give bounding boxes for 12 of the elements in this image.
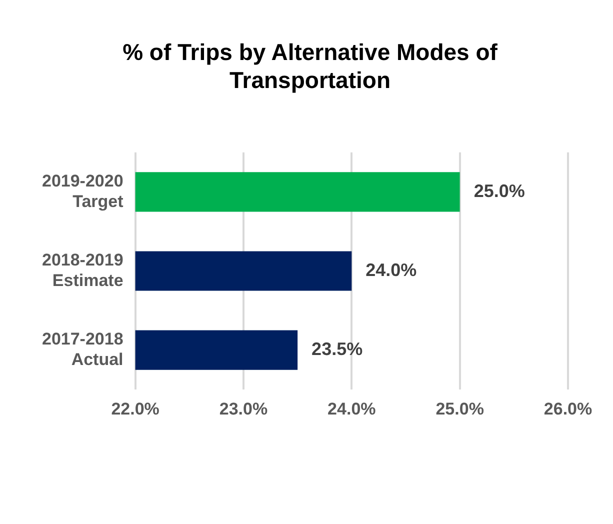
data-label: 24.0% [366,260,417,280]
x-tick-label: 22.0% [111,399,160,418]
chart-title: % of Trips by Alternative Modes of Transportation [122,38,498,94]
y-tick-label: 2017-2018 Actual [42,330,124,369]
x-tick-label: 23.0% [219,399,268,418]
x-tick-label: 26.0% [544,399,592,418]
x-tick-label: 24.0% [328,399,376,418]
data-label: 23.5% [312,339,363,360]
y-tick-label: 2019-2020 Target [42,171,124,211]
x-tick-label: 25.0% [436,399,484,418]
y-tick-label: 2018-2019 Estimate [42,250,124,290]
data-label: 25.0% [474,180,525,201]
